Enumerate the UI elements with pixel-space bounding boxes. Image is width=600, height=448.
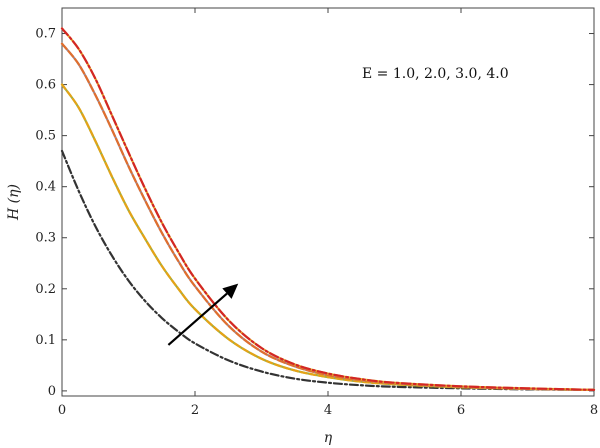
y-tick-label: 0.1 xyxy=(35,333,56,348)
y-tick-label: 0.7 xyxy=(35,27,56,42)
x-tick-label: 8 xyxy=(590,403,598,418)
arrow-head xyxy=(222,283,239,299)
y-axis-label: H (η) xyxy=(6,184,22,221)
series-line-1 xyxy=(60,149,596,391)
series-line-6 xyxy=(60,27,596,391)
annotation-text: E = 1.0, 2.0, 3.0, 4.0 xyxy=(362,66,509,82)
direction-arrow xyxy=(167,283,239,346)
x-tick-label: 6 xyxy=(457,403,465,418)
series-line-7 xyxy=(60,27,596,391)
x-tick-label: 2 xyxy=(191,403,199,418)
series-line-4 xyxy=(60,42,596,391)
series-line-2 xyxy=(60,83,596,391)
arrow-shaft xyxy=(167,292,228,346)
x-axis-label: η xyxy=(324,430,333,446)
y-tick-label: 0.6 xyxy=(35,78,56,93)
plot-frame xyxy=(61,7,595,397)
x-tick-label: 4 xyxy=(324,403,332,418)
series-line-3 xyxy=(60,83,596,391)
x-tick-label: 0 xyxy=(58,403,66,418)
series-group xyxy=(60,27,596,391)
y-tick-label: 0.5 xyxy=(35,129,56,144)
y-tick-label: 0.4 xyxy=(35,180,56,195)
y-tick-label: 0.3 xyxy=(35,231,56,246)
y-tick-label: 0 xyxy=(48,384,56,399)
y-tick-label: 0.2 xyxy=(35,282,56,297)
series-line-5 xyxy=(60,42,596,391)
ticks: 0 2 4 6 8 0 0.1 0.2 0.3 0.4 0.5 0.6 0.7 xyxy=(35,8,598,418)
